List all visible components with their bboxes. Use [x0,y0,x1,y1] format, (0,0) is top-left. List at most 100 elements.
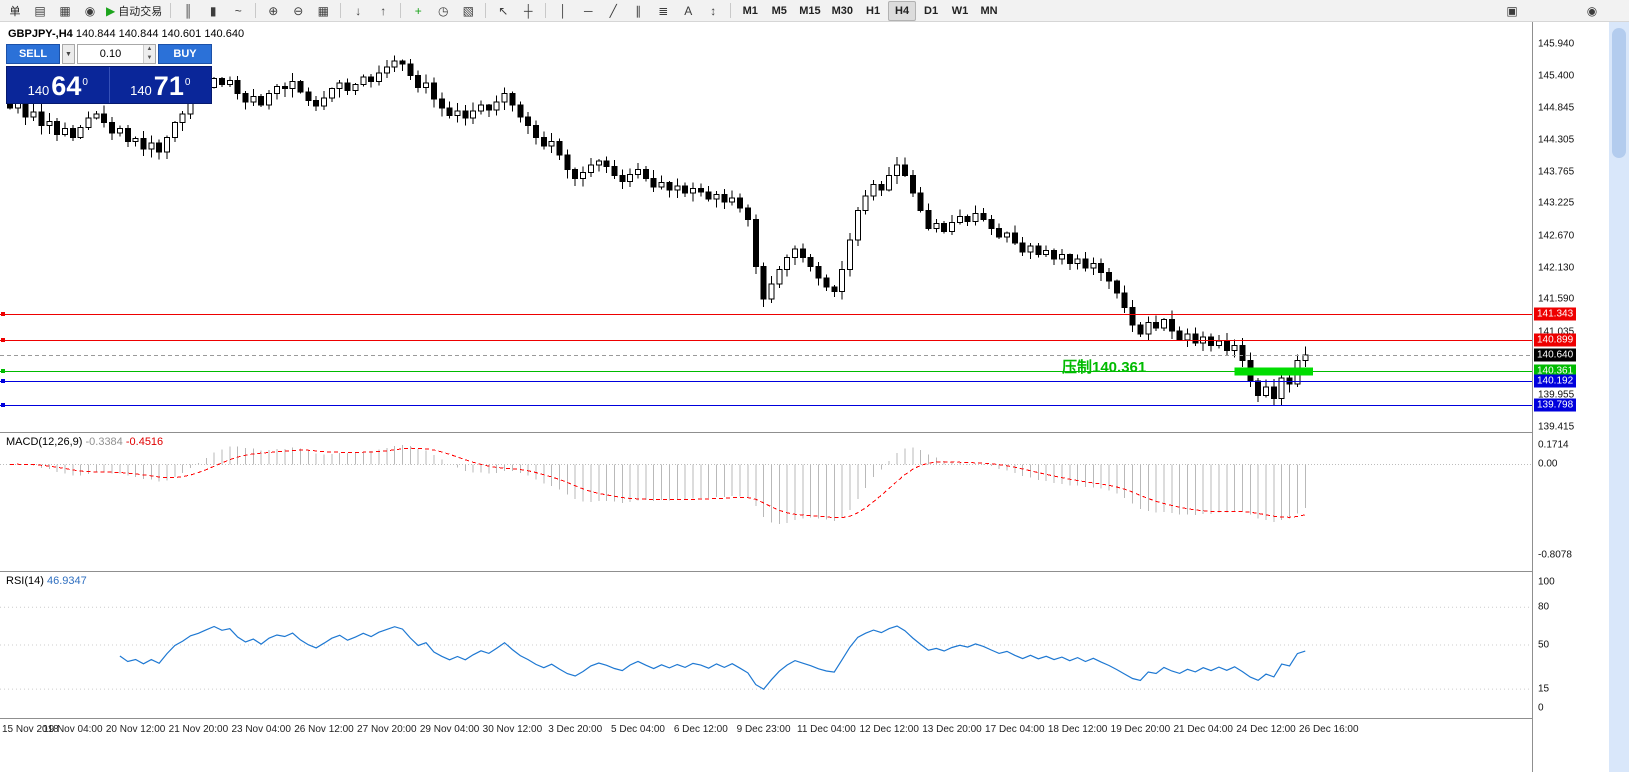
candle[interactable] [470,102,477,124]
candle[interactable] [69,124,76,141]
crosshair-icon[interactable]: ┼ [516,1,540,21]
candle[interactable] [101,105,108,128]
candle[interactable] [776,265,783,288]
buy-button[interactable]: BUY [158,44,212,64]
candle[interactable] [650,170,657,192]
candle[interactable] [1302,346,1309,368]
candle[interactable] [1051,248,1058,265]
scrollbar-thumb[interactable] [1612,28,1626,158]
candle[interactable] [179,110,186,132]
candle[interactable] [1106,268,1112,290]
candle[interactable] [1145,316,1152,341]
candle[interactable] [792,245,798,265]
vertical-scrollbar[interactable] [1609,22,1629,772]
panel-separator[interactable] [0,571,1608,572]
candle[interactable] [627,168,634,188]
candle[interactable] [894,157,901,184]
orders-menu[interactable]: 单 [3,1,27,21]
candle[interactable] [917,186,924,213]
candle[interactable] [1043,245,1050,257]
candle[interactable] [1200,331,1207,352]
candle[interactable] [234,75,241,100]
bid-price[interactable]: 140 64 0 [7,67,109,103]
candle[interactable] [1003,231,1010,243]
candle[interactable] [532,120,539,145]
grid-icon[interactable]: ▣ [1500,1,1524,21]
candle[interactable] [540,131,547,150]
candlestick-icon[interactable]: ▮ [201,1,225,21]
candle[interactable] [462,104,469,126]
candle[interactable] [1019,236,1026,257]
candle[interactable] [901,157,908,177]
candle[interactable] [815,261,822,286]
zoom-out-icon[interactable]: ⊖ [286,1,310,21]
candle[interactable] [595,159,602,172]
candle[interactable] [54,117,61,141]
candle[interactable] [658,175,665,190]
zoom-in-icon[interactable]: ⊕ [261,1,285,21]
candle[interactable] [799,243,806,263]
candle[interactable] [525,112,532,134]
new-order-icon[interactable]: ▤ [28,1,52,21]
candle[interactable] [281,82,288,97]
candle[interactable] [250,89,257,107]
timeframe-m5[interactable]: M5 [765,1,793,21]
candle[interactable] [305,87,312,107]
candle[interactable] [1192,327,1199,347]
candle[interactable] [1208,333,1215,352]
panel-separator[interactable] [0,718,1608,719]
chart-area[interactable]: GBPJPY-,H4 140.844 140.844 140.601 140.6… [0,22,1532,772]
candle[interactable] [619,169,626,189]
candle[interactable] [964,214,971,226]
templates-icon[interactable]: ▧ [456,1,480,21]
candle[interactable] [784,254,791,277]
candle[interactable] [383,60,390,79]
candle[interactable] [297,80,304,94]
timeframe-h4[interactable]: H4 [888,0,917,21]
candle[interactable] [1011,225,1018,245]
text-icon[interactable]: A [676,1,700,21]
info-icon[interactable]: ◉ [78,1,102,21]
timeframe-h1[interactable]: H1 [859,1,887,21]
line-anchor[interactable] [1,338,5,342]
candle[interactable] [399,59,406,72]
fibonacci-icon[interactable]: ≣ [651,1,675,21]
candle[interactable] [46,113,53,134]
candle[interactable] [1153,315,1160,332]
volume-up-icon[interactable]: ▲ [144,45,155,54]
candle[interactable] [1239,338,1246,368]
candle[interactable] [925,203,932,231]
chart-window-icon[interactable]: ▦ [53,1,77,21]
candle[interactable] [1231,339,1238,358]
candle[interactable] [430,77,437,108]
candle[interactable] [266,90,273,110]
globe-icon[interactable]: ◉ [1580,1,1604,21]
arrange-down-icon[interactable]: ↓ [346,1,370,21]
candle[interactable] [258,93,265,107]
ask-price[interactable]: 140 71 0 [110,67,212,103]
resistance-zone[interactable] [1234,367,1314,376]
rsi-chart[interactable] [0,572,1532,718]
volume-down-icon[interactable]: ▼ [144,54,155,63]
candle[interactable] [807,253,814,272]
candle[interactable] [1066,253,1073,270]
candle[interactable] [313,96,320,112]
candle[interactable] [501,87,508,110]
timeframe-m30[interactable]: M30 [827,1,858,21]
candle[interactable] [493,95,500,116]
candle[interactable] [132,136,139,147]
candle[interactable] [949,214,955,235]
candle[interactable] [768,276,775,304]
candle[interactable] [603,156,610,174]
candle[interactable] [164,135,170,160]
candle[interactable] [1090,257,1097,276]
periods-icon[interactable]: ◷ [431,1,455,21]
candle[interactable] [878,180,885,196]
candle[interactable] [360,74,367,87]
candle[interactable] [375,65,382,86]
candle[interactable] [61,122,68,137]
volume-value[interactable]: 0.10 [99,48,122,60]
candle[interactable] [1035,242,1042,258]
candle[interactable] [635,163,641,179]
candle[interactable] [148,135,155,158]
